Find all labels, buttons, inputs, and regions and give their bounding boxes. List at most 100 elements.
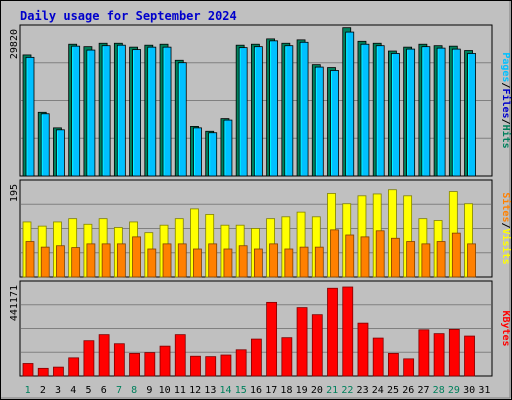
bar-files-6: [101, 45, 111, 177]
bar-sites-17: [269, 243, 279, 278]
x-tick-label-26: 26: [402, 385, 414, 396]
bar-kbytes-19: [296, 307, 308, 377]
x-tick-label-24: 24: [372, 385, 384, 396]
bar-kbytes-21: [327, 287, 338, 377]
bar-kbytes-29: [448, 328, 460, 377]
bar-files-4: [71, 45, 81, 177]
bar-kbytes-23: [357, 322, 369, 377]
axis-label-part: /: [500, 82, 511, 88]
bar-kbytes-25: [388, 353, 399, 377]
bar-files-23: [360, 43, 370, 177]
x-tick-label-22: 22: [341, 385, 353, 396]
bar-files-24: [375, 45, 385, 177]
bar-kbytes-9: [144, 352, 156, 377]
axis-label-part: Pages: [500, 52, 511, 82]
bar-files-25: [391, 53, 400, 177]
x-tick-label-15: 15: [235, 385, 247, 396]
bar-kbytes-6: [98, 334, 110, 377]
bar-sites-23: [360, 236, 370, 278]
bar-files-2: [40, 113, 50, 177]
bar-sites-27: [421, 243, 431, 278]
x-tick-label-21: 21: [326, 385, 338, 396]
bar-files-21: [330, 70, 339, 177]
bar-kbytes-27: [418, 329, 430, 377]
bar-kbytes-10: [159, 345, 171, 377]
bar-files-26: [406, 48, 416, 177]
bar-files-29: [451, 48, 461, 177]
x-tick-label-7: 7: [116, 385, 122, 396]
bar-kbytes-30: [464, 335, 475, 377]
axis-label-part: Files: [500, 88, 512, 118]
bar-kbytes-2: [37, 367, 49, 377]
bar-files-11: [177, 62, 187, 177]
x-tick-label-11: 11: [174, 385, 186, 396]
bar-kbytes-20: [311, 314, 323, 377]
bar-kbytes-12: [190, 355, 201, 377]
x-tick-label-25: 25: [387, 385, 399, 396]
x-tick-label-13: 13: [204, 385, 216, 396]
x-tick-label-12: 12: [189, 385, 201, 396]
bar-files-19: [299, 41, 309, 177]
x-tick-label-9: 9: [146, 385, 152, 396]
bar-files-9: [147, 46, 157, 177]
bar-sites-11: [177, 243, 187, 278]
x-tick-label-14: 14: [220, 385, 232, 396]
x-tick-label-18: 18: [280, 385, 292, 396]
bar-files-27: [421, 46, 431, 177]
bar-files-13: [208, 132, 218, 177]
bar-files-1: [25, 56, 35, 177]
x-tick-label-23: 23: [357, 385, 369, 396]
x-tick-label-19: 19: [296, 385, 308, 396]
axis-label-part: KBytes: [500, 310, 511, 346]
bar-sites-12: [193, 248, 202, 278]
bar-sites-13: [208, 243, 218, 278]
x-tick-label-31: 31: [478, 385, 490, 396]
axis-label-part: Sites: [500, 192, 512, 222]
bar-sites-7: [116, 243, 126, 278]
axis-label-part: Visits: [500, 229, 512, 265]
bar-kbytes-13: [205, 356, 217, 377]
x-tick-label-17: 17: [265, 385, 277, 396]
axis-label-sites-visits: Sites/Visits: [500, 192, 512, 264]
bar-files-8: [132, 49, 141, 177]
axis-label-part: /: [500, 222, 511, 228]
bar-sites-8: [132, 236, 141, 278]
bar-kbytes-7: [113, 343, 125, 377]
y-max-label: 29820: [9, 29, 20, 59]
x-tick-label-6: 6: [101, 385, 107, 396]
x-tick-label-29: 29: [448, 385, 460, 396]
bar-kbytes-8: [129, 353, 140, 377]
bar-sites-22: [345, 234, 355, 278]
bar-files-30: [467, 53, 476, 177]
x-tick-label-8: 8: [131, 385, 137, 396]
bar-kbytes-11: [174, 334, 186, 377]
bar-sites-16: [253, 248, 263, 278]
x-tick-label-27: 27: [417, 385, 429, 396]
axis-label-part: /: [500, 119, 511, 125]
bar-files-5: [86, 49, 96, 177]
bar-files-17: [269, 40, 279, 177]
bar-sites-20: [314, 246, 324, 278]
axis-label-part: Hits: [500, 125, 512, 149]
bar-sites-5: [86, 243, 96, 278]
bar-sites-21: [330, 229, 339, 278]
x-tick-label-5: 5: [86, 385, 92, 396]
bar-sites-3: [56, 245, 65, 278]
y-max-label: 195: [9, 184, 20, 202]
bar-sites-15: [238, 245, 248, 278]
x-tick-label-2: 2: [40, 385, 46, 396]
x-tick-label-10: 10: [159, 385, 171, 396]
bar-kbytes-26: [403, 358, 415, 377]
y-max-label: 441171: [9, 285, 20, 321]
bar-files-16: [253, 46, 263, 177]
bar-kbytes-18: [281, 337, 293, 377]
x-tick-label-30: 30: [463, 385, 475, 396]
bar-sites-19: [299, 246, 309, 278]
bar-files-22: [345, 31, 355, 177]
bar-files-12: [193, 127, 202, 177]
bar-sites-29: [451, 232, 461, 278]
bar-kbytes-24: [372, 337, 384, 377]
bar-kbytes-4: [68, 357, 80, 377]
axis-label-kbytes: KBytes: [500, 310, 511, 346]
bar-sites-18: [284, 248, 294, 278]
